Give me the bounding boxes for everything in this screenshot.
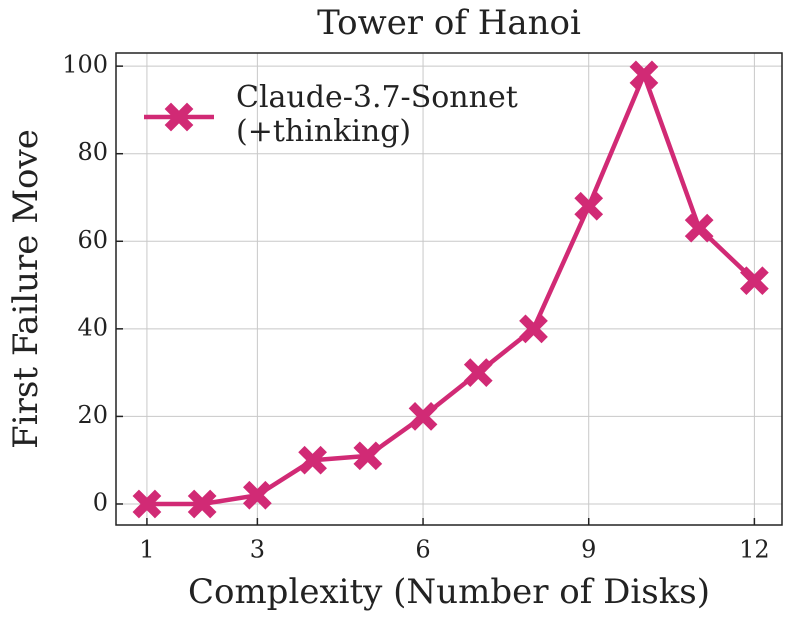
plot-area	[116, 53, 782, 525]
y-tick-label: 80	[77, 138, 108, 166]
marker	[519, 314, 548, 344]
marker	[187, 489, 217, 519]
marker	[408, 402, 438, 431]
y-tick-label: 0	[93, 488, 108, 516]
axes-frame	[115, 52, 783, 526]
marker	[298, 445, 327, 475]
x-axis-label: Complexity (Number of Disks)	[188, 572, 710, 612]
y-tick-label: 40	[77, 313, 108, 341]
y-tick-label: 60	[77, 226, 108, 254]
y-axis-label: First Failure Move	[6, 129, 46, 449]
marker	[132, 489, 162, 519]
marker	[463, 358, 493, 387]
y-tick-label: 100	[62, 51, 108, 79]
marker	[684, 213, 714, 243]
line	[146, 72, 756, 507]
y-tick-label: 20	[77, 401, 108, 429]
x-tick-label: 3	[250, 536, 265, 564]
legend-marker	[164, 102, 194, 132]
x-tick-label: 6	[415, 536, 430, 564]
marker	[574, 191, 604, 221]
legend-label: Claude-3.7-Sonnet (+thinking)	[236, 80, 518, 149]
marker	[353, 441, 383, 471]
marker	[629, 60, 659, 90]
x-tick-label: 9	[581, 536, 596, 564]
chart-title: Tower of Hanoi	[317, 3, 581, 43]
x-tick-label: 12	[739, 536, 770, 564]
marker	[740, 266, 769, 296]
marker	[243, 480, 272, 510]
x-tick-label: 1	[139, 536, 154, 564]
